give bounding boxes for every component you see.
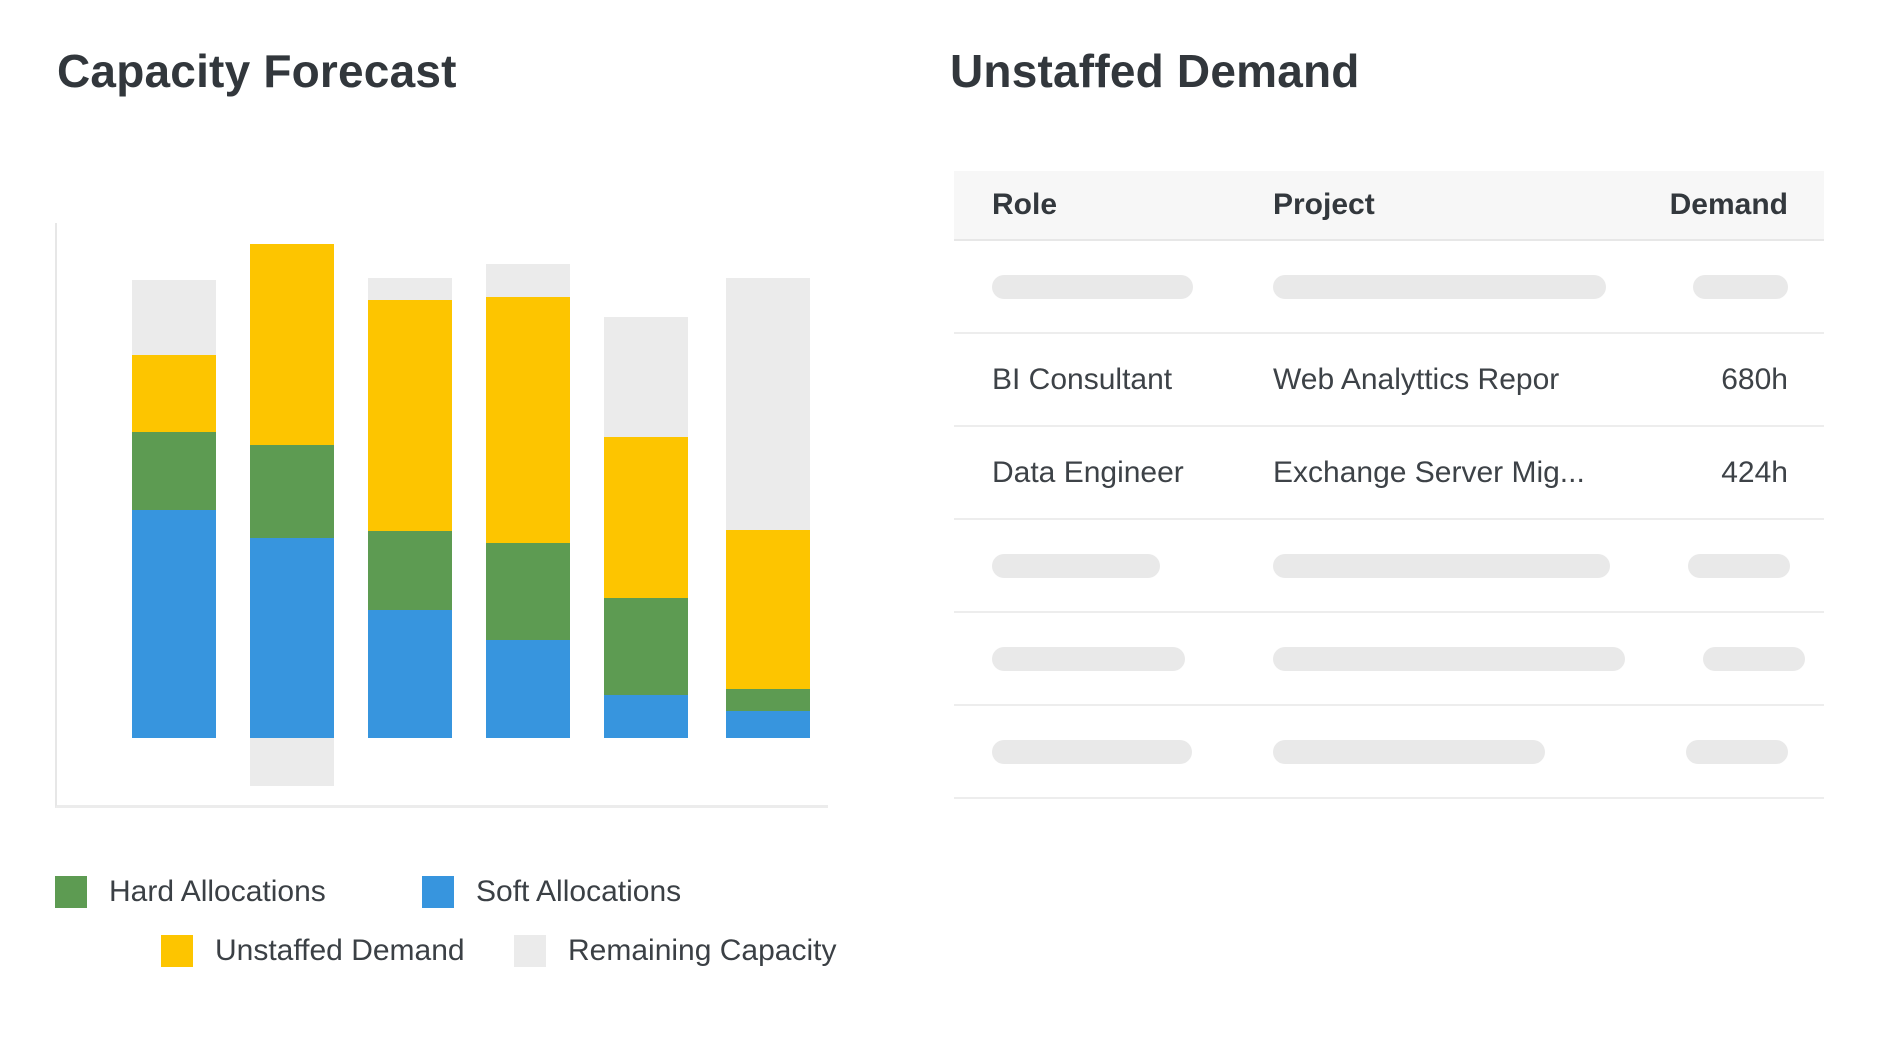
column-header-demand: Demand bbox=[1669, 188, 1788, 221]
bar-1-segment-hard-allocations[interactable] bbox=[132, 432, 216, 510]
table-row-skeleton bbox=[954, 520, 1824, 613]
legend-label: Unstaffed Demand bbox=[215, 934, 465, 967]
bar-6-segment-soft-allocations[interactable] bbox=[726, 711, 810, 738]
skeleton-pill bbox=[1686, 739, 1788, 764]
bar-1-segment-soft-allocations[interactable] bbox=[132, 510, 216, 738]
capacity-forecast-title: Capacity Forecast bbox=[57, 45, 457, 97]
bar-6-segment-remaining-capacity[interactable] bbox=[726, 278, 810, 530]
legend-item-remaining-capacity[interactable]: Remaining Capacity bbox=[514, 934, 836, 968]
bar-2-segment-remaining-capacity[interactable] bbox=[250, 738, 334, 786]
bar-5-segment-remaining-capacity[interactable] bbox=[604, 317, 688, 437]
role-cell: Data Engineer bbox=[992, 455, 1184, 489]
table-body: BI Consultant Web Analyttics Repor 680h Dat… bbox=[954, 241, 1824, 799]
table-row[interactable]: BI Consultant Web Analyttics Repor 680h bbox=[954, 334, 1824, 427]
bar-4-segment-hard-allocations[interactable] bbox=[486, 543, 570, 640]
demand-cell: 680h bbox=[1721, 362, 1788, 396]
bar-4-segment-soft-allocations[interactable] bbox=[486, 640, 570, 738]
hard-allocations-swatch bbox=[55, 876, 87, 908]
skeleton-pill bbox=[992, 739, 1192, 764]
legend-label: Soft Allocations bbox=[476, 875, 682, 908]
demand-cell: 424h bbox=[1721, 455, 1788, 489]
bar-4-segment-unstaffed-demand[interactable] bbox=[486, 297, 570, 543]
bar-3-segment-remaining-capacity[interactable] bbox=[368, 278, 452, 300]
capacity-forecast-chart bbox=[55, 223, 828, 808]
role-cell: BI Consultant bbox=[992, 362, 1173, 396]
unstaffed-demand-title: Unstaffed Demand bbox=[950, 45, 1360, 97]
bar-1-segment-unstaffed-demand[interactable] bbox=[132, 355, 216, 432]
table-row-skeleton bbox=[954, 706, 1824, 799]
bar-2-segment-soft-allocations[interactable] bbox=[250, 538, 334, 738]
bar-5-segment-soft-allocations[interactable] bbox=[604, 695, 688, 738]
skeleton-pill bbox=[1703, 646, 1805, 671]
bar-6-segment-hard-allocations[interactable] bbox=[726, 689, 810, 711]
skeleton-pill bbox=[992, 646, 1185, 671]
column-header-project: Project bbox=[1273, 188, 1375, 221]
legend-label: Remaining Capacity bbox=[568, 934, 837, 967]
project-cell: Web Analyttics Repor bbox=[1273, 362, 1560, 396]
bar-3-segment-unstaffed-demand[interactable] bbox=[368, 300, 452, 531]
skeleton-pill bbox=[1273, 553, 1610, 578]
bar-2-segment-hard-allocations[interactable] bbox=[250, 445, 334, 538]
legend-item-soft-allocations[interactable]: Soft Allocations bbox=[422, 875, 681, 909]
bar-2-segment-unstaffed-demand[interactable] bbox=[250, 244, 334, 445]
legend-label: Hard Allocations bbox=[109, 875, 326, 908]
remaining-capacity-swatch bbox=[514, 935, 546, 967]
table-row-skeleton bbox=[954, 241, 1824, 334]
soft-allocations-swatch bbox=[422, 876, 454, 908]
skeleton-pill bbox=[1693, 274, 1788, 299]
bar-1-segment-remaining-capacity[interactable] bbox=[132, 280, 216, 355]
skeleton-pill bbox=[992, 274, 1193, 299]
column-header-role: Role bbox=[992, 188, 1058, 221]
bar-4-segment-remaining-capacity[interactable] bbox=[486, 264, 570, 297]
bar-5-segment-unstaffed-demand[interactable] bbox=[604, 437, 688, 598]
bar-3-segment-soft-allocations[interactable] bbox=[368, 610, 452, 738]
bar-5-segment-hard-allocations[interactable] bbox=[604, 598, 688, 695]
skeleton-pill bbox=[1688, 553, 1790, 578]
legend-item-unstaffed-demand[interactable]: Unstaffed Demand bbox=[161, 934, 465, 968]
unstaffed-demand-swatch bbox=[161, 935, 193, 967]
bar-6-segment-unstaffed-demand[interactable] bbox=[726, 530, 810, 689]
project-cell: Exchange Server Mig... bbox=[1273, 455, 1585, 489]
chart-legend: Hard Allocations Soft Allocations Unstaf… bbox=[55, 860, 836, 990]
table-row-skeleton bbox=[954, 613, 1824, 706]
skeleton-pill bbox=[1273, 739, 1545, 764]
unstaffed-demand-table: Role Project Demand BI Consultant Web Ana… bbox=[954, 171, 1824, 799]
bar-3-segment-hard-allocations[interactable] bbox=[368, 531, 452, 610]
table-header: Role Project Demand bbox=[954, 171, 1824, 241]
skeleton-pill bbox=[992, 553, 1160, 578]
skeleton-pill bbox=[1273, 646, 1625, 671]
table-row[interactable]: Data Engineer Exchange Server Mig... 424h bbox=[954, 427, 1824, 520]
legend-item-hard-allocations[interactable]: Hard Allocations bbox=[55, 875, 326, 909]
skeleton-pill bbox=[1273, 274, 1606, 299]
